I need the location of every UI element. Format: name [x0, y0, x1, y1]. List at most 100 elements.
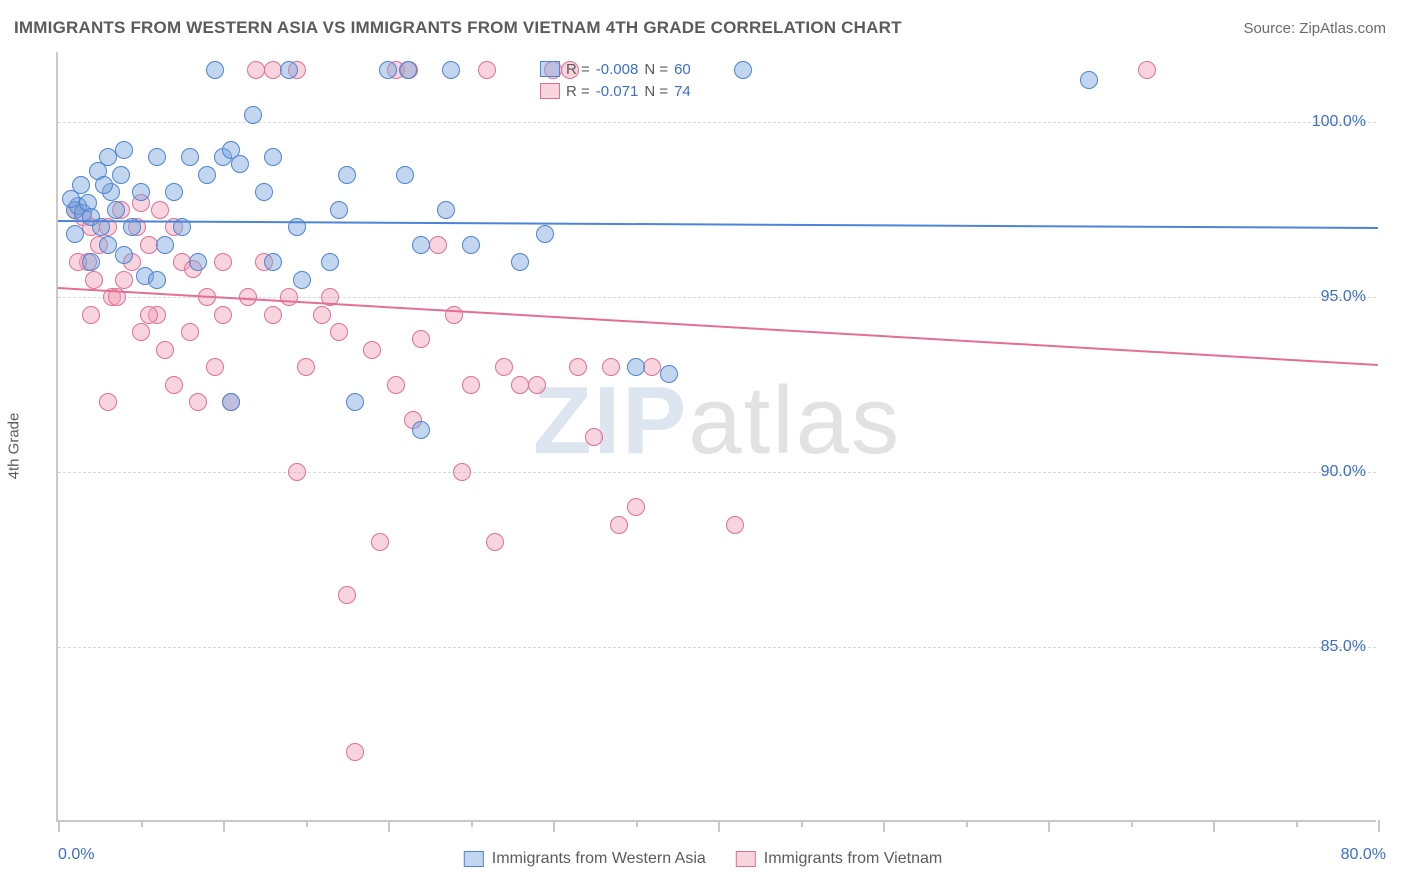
marker-series-b — [264, 61, 282, 79]
x-axis-max-label: 80.0% — [1341, 846, 1386, 864]
y-tick-label: 85.0% — [1321, 638, 1366, 656]
marker-series-b — [264, 306, 282, 324]
legend-stats-row-a: R = -0.008 N = 60 — [540, 58, 740, 80]
series-b-name: Immigrants from Vietnam — [764, 850, 942, 868]
marker-series-b — [412, 330, 430, 348]
marker-series-b — [151, 201, 169, 219]
x-axis-min-label: 0.0% — [58, 846, 94, 864]
marker-series-b — [726, 516, 744, 534]
marker-series-b — [643, 358, 661, 376]
legend-item-b: Immigrants from Vietnam — [736, 850, 942, 868]
marker-series-b — [165, 376, 183, 394]
marker-series-a — [222, 393, 240, 411]
y-axis-label: 4th Grade — [6, 413, 23, 480]
marker-series-b — [115, 271, 133, 289]
marker-series-a — [82, 253, 100, 271]
gridline — [58, 472, 1376, 473]
marker-series-a — [412, 236, 430, 254]
n-value-b: 74 — [674, 83, 691, 100]
marker-series-a — [62, 190, 80, 208]
series-a-name: Immigrants from Western Asia — [492, 850, 706, 868]
x-tick — [966, 820, 968, 827]
marker-series-a — [280, 61, 298, 79]
marker-series-a — [264, 148, 282, 166]
marker-series-b — [511, 376, 529, 394]
marker-series-a — [99, 236, 117, 254]
marker-series-b — [206, 358, 224, 376]
marker-series-b — [602, 358, 620, 376]
marker-series-a — [264, 253, 282, 271]
marker-series-a — [99, 148, 117, 166]
r-label: R = — [566, 83, 590, 100]
marker-series-b — [85, 271, 103, 289]
marker-series-b — [585, 428, 603, 446]
marker-series-a — [156, 236, 174, 254]
x-tick — [58, 820, 60, 832]
x-tick — [1131, 820, 1133, 827]
marker-series-b — [140, 306, 158, 324]
marker-series-b — [280, 288, 298, 306]
x-tick — [718, 820, 720, 832]
n-label: N = — [644, 83, 668, 100]
marker-series-b — [82, 306, 100, 324]
x-tick — [636, 820, 638, 827]
marker-series-a — [437, 201, 455, 219]
marker-series-a — [379, 61, 397, 79]
trendline-series-a — [58, 220, 1378, 229]
legend-stats: R = -0.008 N = 60 R = -0.071 N = 74 — [540, 58, 740, 102]
marker-series-a — [189, 253, 207, 271]
marker-series-b — [528, 376, 546, 394]
marker-series-b — [214, 306, 232, 324]
gridline — [58, 647, 1376, 648]
marker-series-b — [288, 463, 306, 481]
swatch-series-a — [540, 61, 560, 77]
marker-series-b — [189, 393, 207, 411]
marker-series-a — [181, 148, 199, 166]
marker-series-b — [478, 61, 496, 79]
marker-series-a — [148, 148, 166, 166]
marker-series-b — [214, 253, 232, 271]
chart-title: IMMIGRANTS FROM WESTERN ASIA VS IMMIGRAN… — [14, 18, 902, 38]
marker-series-b — [330, 323, 348, 341]
marker-series-a — [231, 155, 249, 173]
marker-series-a — [462, 236, 480, 254]
marker-series-b — [313, 306, 331, 324]
y-tick-label: 90.0% — [1321, 463, 1366, 481]
x-tick — [306, 820, 308, 827]
swatch-series-a — [464, 851, 484, 867]
marker-series-b — [140, 236, 158, 254]
marker-series-a — [115, 141, 133, 159]
marker-series-a — [112, 166, 130, 184]
legend-series: Immigrants from Western Asia Immigrants … — [464, 850, 942, 868]
y-tick-label: 100.0% — [1312, 113, 1366, 131]
x-tick — [141, 820, 143, 827]
watermark-atlas: atlas — [688, 367, 901, 474]
x-tick — [883, 820, 885, 832]
marker-series-a — [536, 225, 554, 243]
marker-series-b — [371, 533, 389, 551]
r-value-a: -0.008 — [596, 61, 639, 78]
marker-series-a — [1080, 71, 1098, 89]
marker-series-b — [181, 323, 199, 341]
x-tick — [388, 820, 390, 832]
marker-series-b — [610, 516, 628, 534]
swatch-series-b — [736, 851, 756, 867]
marker-series-a — [321, 253, 339, 271]
x-tick — [1048, 820, 1050, 832]
marker-series-a — [627, 358, 645, 376]
marker-series-b — [445, 306, 463, 324]
r-label: R = — [566, 61, 590, 78]
x-tick — [1378, 820, 1380, 832]
marker-series-b — [297, 358, 315, 376]
r-value-b: -0.071 — [596, 83, 639, 100]
marker-series-b — [99, 393, 117, 411]
marker-series-b — [346, 743, 364, 761]
marker-series-a — [442, 61, 460, 79]
marker-series-a — [511, 253, 529, 271]
marker-series-b — [247, 61, 265, 79]
marker-series-a — [293, 271, 311, 289]
marker-series-a — [107, 201, 125, 219]
x-tick — [801, 820, 803, 827]
swatch-series-b — [540, 83, 560, 99]
marker-series-b — [387, 376, 405, 394]
